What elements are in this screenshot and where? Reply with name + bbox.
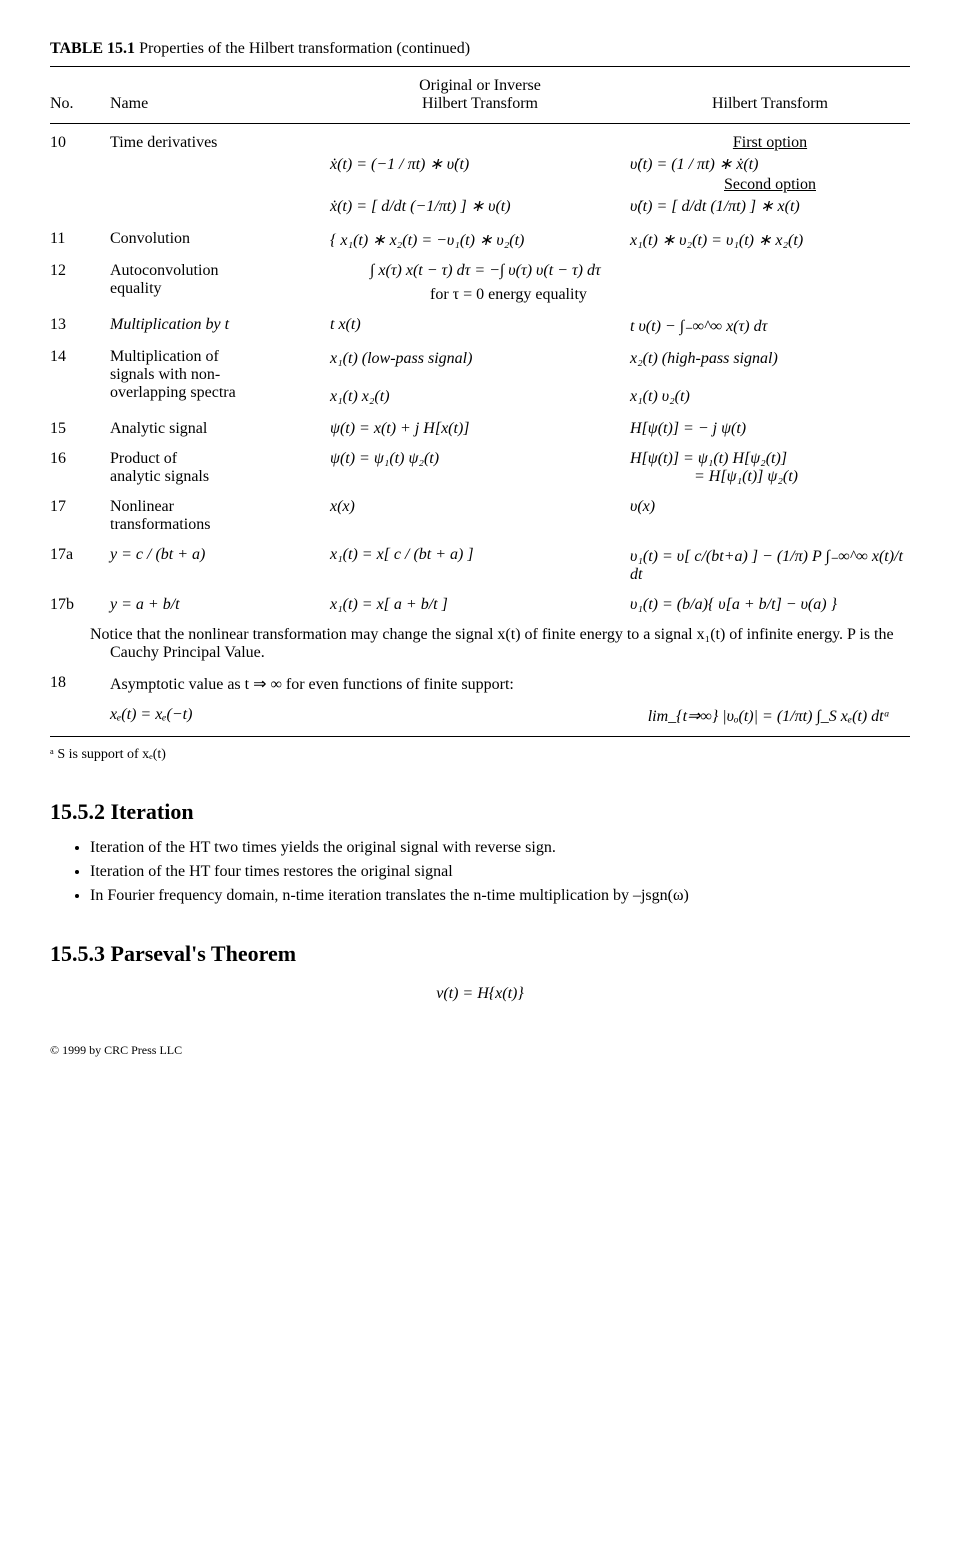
header-hilb: Hilbert Transform <box>630 95 910 113</box>
cell-no: 15 <box>50 420 110 438</box>
cell-hilb-line: H[ψ(t)] = ψ₁(t) H[ψ₂(t)] <box>630 450 910 468</box>
rule-header <box>50 123 910 124</box>
cell-name: Time derivatives <box>110 134 330 152</box>
header-no: No. <box>50 95 110 113</box>
cell-name: Multiplication of signals with non- over… <box>110 348 330 402</box>
cell-orig: t x(t) <box>330 316 630 334</box>
cell-name-line: equality <box>110 280 330 298</box>
cell-name: Nonlinear transformations <box>110 498 330 534</box>
cell-no: 17 <box>50 498 110 516</box>
cell-name-line: overlapping spectra <box>110 384 330 402</box>
cell-hilb: υ(x) <box>630 498 910 516</box>
table-title: TABLE 15.1 Properties of the Hilbert tra… <box>50 40 910 58</box>
iteration-bullets: Iteration of the HT two times yields the… <box>50 839 910 905</box>
cell-orig: ẋ(t) = (−1 / πt) ∗ υ̇(t) <box>330 154 630 174</box>
table-row: 14 Multiplication of signals with non- o… <box>50 342 910 414</box>
cell-no: 18 <box>50 674 110 692</box>
cell-hilb: x₂(t) (high-pass signal) <box>630 350 910 368</box>
rule-top <box>50 66 910 67</box>
cell-orig: x₁(t) = x[ c / (bt + a) ] <box>330 546 630 564</box>
cell-hilb: t υ(t) − ∫₋∞^∞ x(τ) dτ <box>630 316 910 336</box>
cell-orig-note: for τ = 0 energy equality <box>330 280 910 304</box>
table-row: 12 Autoconvolution equality ∫ x(τ) x(t −… <box>50 256 910 310</box>
table-row: xₑ(t) = xₑ(−t) lim_{t⇒∞} |υₒ(t)| = (1/πt… <box>50 700 910 732</box>
table-row: 17 Nonlinear transformations x(x) υ(x) <box>50 492 910 540</box>
cell-no: 14 <box>50 348 110 366</box>
cell-hilb-line: = H[ψ₁(t)] ψ₂(t) <box>630 468 910 486</box>
cell-name: Product of analytic signals <box>110 450 330 486</box>
cell-hilb: x₁(t) υ₂(t) <box>630 388 910 406</box>
cell-name: Convolution <box>110 230 330 248</box>
cell-hilb: x₁(t) ∗ υ₂(t) = υ₁(t) ∗ x₂(t) <box>630 230 910 250</box>
cell-name: Multiplication by t <box>110 316 330 334</box>
page-footer: © 1999 by CRC Press LLC <box>50 1043 910 1058</box>
table-note: Notice that the nonlinear transformation… <box>50 620 910 668</box>
cell-orig: ψ(t) = x(t) + j H[x(t)] <box>330 420 630 438</box>
list-item: Iteration of the HT four times restores … <box>90 863 910 881</box>
cell-name-line: analytic signals <box>110 468 330 486</box>
cell-right-eq: lim_{t⇒∞} |υₒ(t)| = (1/πt) ∫_S xₑ(t) dtᵃ <box>648 706 910 726</box>
header-orig-line2: Hilbert Transform <box>330 95 630 113</box>
table-row: 17a y = c / (bt + a) x₁(t) = x[ c / (bt … <box>50 540 910 590</box>
cell-name-line: Multiplication of <box>110 348 330 366</box>
cell-no: 17a <box>50 546 110 564</box>
table-row: 11 Convolution { x₁(t) ∗ x₂(t) = −υ₁(t) … <box>50 224 910 256</box>
parseval-eq: v(t) = H{x(t)} <box>50 985 910 1003</box>
cell-no: 10 <box>50 134 110 152</box>
table-row: 17b y = a + b/t x₁(t) = x[ a + b/t ] υ₁(… <box>50 590 910 620</box>
header-orig-line1: Original or Inverse <box>330 77 630 95</box>
rule-bottom <box>50 736 910 737</box>
cell-hilb: υ̇(t) = [ d/dt (1/πt) ] ∗ x(t) <box>630 196 910 216</box>
cell-orig: ψ(t) = ψ₁(t) ψ₂(t) <box>330 450 630 468</box>
cell-hilb: H[ψ(t)] = − j ψ(t) <box>630 420 910 438</box>
table-title-text: Properties of the Hilbert transformation… <box>135 40 470 57</box>
table-row: 15 Analytic signal ψ(t) = x(t) + j H[x(t… <box>50 414 910 444</box>
cell-left-eq: xₑ(t) = xₑ(−t) <box>110 706 192 726</box>
cell-no: 11 <box>50 230 110 248</box>
cell-orig: x₁(t) x₂(t) <box>330 388 630 406</box>
cell-name-line: signals with non- <box>110 366 330 384</box>
cell-hilb: υ₁(t) = υ[ c/(bt+a) ] − (1/π) P ∫₋∞^∞ x(… <box>630 546 910 584</box>
cell-name: Analytic signal <box>110 420 330 438</box>
cell-orig: x(x) <box>330 498 630 516</box>
cell-text: Asymptotic value as t ⇒ ∞ for even funct… <box>110 674 910 694</box>
table-number: TABLE 15.1 <box>50 40 135 57</box>
table-header: No. Name Original or Inverse Hilbert Tra… <box>50 71 910 119</box>
cell-name: Autoconvolution equality <box>110 262 330 298</box>
cell-orig: { x₁(t) ∗ x₂(t) = −υ₁(t) ∗ υ₂(t) <box>330 230 630 250</box>
second-option-label: Second option <box>630 176 910 194</box>
table-row: 16 Product of analytic signals ψ(t) = ψ₁… <box>50 444 910 492</box>
cell-hilb: υ̇(t) = (1 / πt) ∗ ẋ(t) <box>630 154 910 174</box>
table-row: 18 Asymptotic value as t ⇒ ∞ for even fu… <box>50 668 910 700</box>
cell-no: 16 <box>50 450 110 468</box>
first-option-label: First option <box>630 134 910 152</box>
cell-no: 13 <box>50 316 110 334</box>
header-orig: Original or Inverse Hilbert Transform <box>330 77 630 113</box>
cell-orig: ẋ(t) = [ d/dt (−1/πt) ] ∗ υ(t) <box>330 196 630 216</box>
section-heading-iteration: 15.5.2 Iteration <box>50 799 910 825</box>
cell-orig: x₁(t) = x[ a + b/t ] <box>330 596 630 614</box>
cell-name: y = a + b/t <box>110 596 330 614</box>
cell-orig: x₁(t) (low-pass signal) <box>330 350 630 368</box>
list-item: Iteration of the HT two times yields the… <box>90 839 910 857</box>
header-name: Name <box>110 95 330 113</box>
cell-name-line: Nonlinear <box>110 498 330 516</box>
cell-no: 12 <box>50 262 110 280</box>
list-item: In Fourier frequency domain, n-time iter… <box>90 887 910 905</box>
cell-orig: ∫ x(τ) x(t − τ) dτ = −∫ υ(τ) υ(t − τ) dτ <box>330 262 910 280</box>
table-row: 10 Time derivatives First option ẋ(t) = … <box>50 128 910 224</box>
cell-name-line: Product of <box>110 450 330 468</box>
table-footnote: ᵃ S is support of xₑ(t) <box>50 741 910 763</box>
cell-hilb: H[ψ(t)] = ψ₁(t) H[ψ₂(t)] = H[ψ₁(t)] ψ₂(t… <box>630 450 910 486</box>
cell-name: y = c / (bt + a) <box>110 546 330 564</box>
cell-name-line: transformations <box>110 516 330 534</box>
cell-name-line: Autoconvolution <box>110 262 330 280</box>
cell-no: 17b <box>50 596 110 614</box>
cell-hilb: υ₁(t) = (b/a){ υ[a + b/t] − υ(a) } <box>630 596 910 614</box>
table-row: 13 Multiplication by t t x(t) t υ(t) − ∫… <box>50 310 910 342</box>
section-heading-parseval: 15.5.3 Parseval's Theorem <box>50 941 910 967</box>
